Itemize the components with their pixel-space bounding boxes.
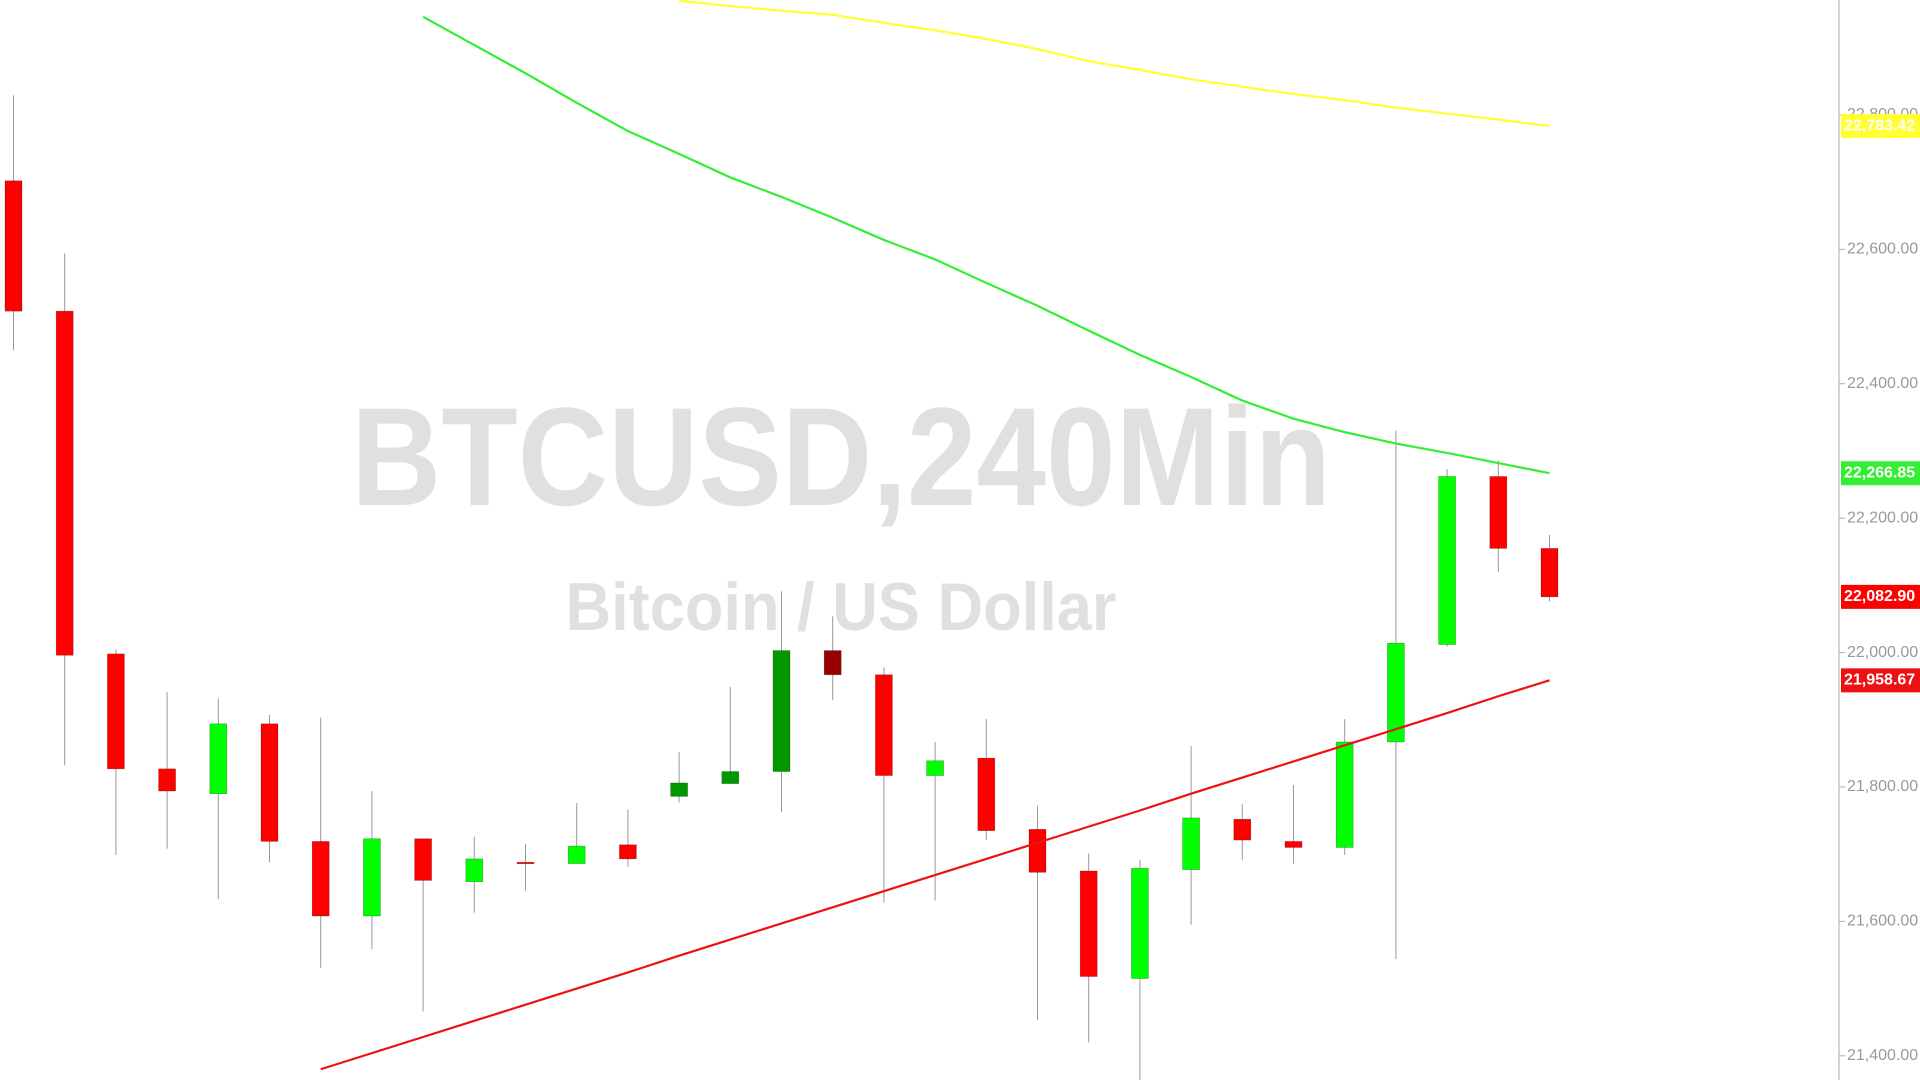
- candle-body: [414, 838, 432, 881]
- plot-area: [4, 0, 1559, 1080]
- candle-body: [926, 760, 944, 776]
- price-tag-label: 21,958.67: [1844, 672, 1915, 689]
- candle-body: [721, 771, 740, 784]
- candle-body: [1540, 548, 1559, 598]
- candle-body: [516, 861, 535, 865]
- price-tag-label: 22,266.85: [1844, 464, 1915, 481]
- price-tag: [1841, 461, 1920, 486]
- y-tick-label: 21,800.00: [1847, 778, 1918, 795]
- candle-body: [1387, 642, 1405, 743]
- candle-body: [363, 838, 381, 917]
- y-tick-label: 21,600.00: [1847, 913, 1918, 930]
- candle-body: [1028, 829, 1047, 873]
- indicator-line: [678, 0, 1550, 128]
- y-tick-label: 21,400.00: [1847, 1047, 1918, 1064]
- candle-body: [209, 723, 228, 795]
- candle-body: [823, 650, 842, 676]
- candle-body: [4, 180, 23, 312]
- price-tag: [1841, 584, 1920, 609]
- candle-body: [260, 723, 279, 842]
- candle-body: [465, 858, 484, 883]
- y-tick-label: 22,200.00: [1847, 509, 1918, 526]
- price-tag: [1841, 114, 1920, 139]
- candle-body: [107, 653, 125, 770]
- candle-body: [55, 310, 74, 656]
- candle-body: [1335, 741, 1354, 848]
- candle-body: [1489, 476, 1508, 549]
- candle-body: [977, 757, 996, 831]
- candle-body: [619, 844, 637, 860]
- price-tag: [1841, 668, 1920, 693]
- watermark-subtitle: Bitcoin / US Dollar: [566, 569, 1117, 645]
- y-tick-label: 22,400.00: [1847, 375, 1918, 392]
- price-tag-label: 22,783.42: [1844, 117, 1915, 134]
- candle-body: [1131, 868, 1149, 979]
- candle-body: [1284, 841, 1303, 848]
- candle-body: [1233, 818, 1252, 841]
- indicator-line: [320, 679, 1550, 1071]
- y-tick-label: 22,600.00: [1847, 241, 1918, 258]
- candle-body: [1438, 476, 1456, 645]
- candle-body: [567, 845, 586, 864]
- y-tick-label: 22,000.00: [1847, 644, 1918, 661]
- candle-body: [772, 650, 791, 772]
- watermark-title: BTCUSD,240Min: [351, 378, 1331, 535]
- candle-body: [158, 768, 176, 792]
- indicator-line: [422, 15, 1550, 475]
- candle-body: [875, 674, 893, 776]
- candle-body: [670, 782, 688, 797]
- price-tag-label: 22,082.90: [1844, 588, 1915, 605]
- candle-body: [1182, 817, 1200, 870]
- candle-body: [311, 841, 330, 917]
- candle-body: [1079, 870, 1098, 977]
